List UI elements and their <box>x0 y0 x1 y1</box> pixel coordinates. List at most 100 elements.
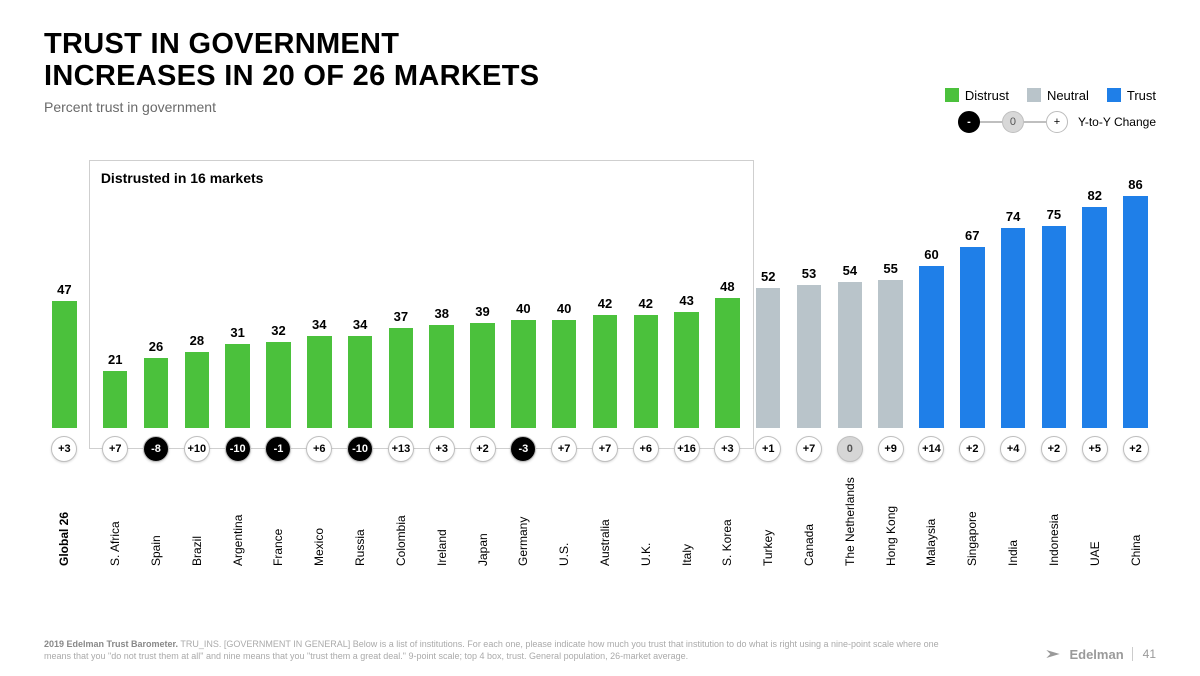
bar-value: 34 <box>307 317 331 332</box>
change-pill: +7 <box>796 436 822 462</box>
change-pill: -1 <box>265 436 291 462</box>
bar: 26 <box>144 358 168 428</box>
legend-neutral: Neutral <box>1027 88 1089 103</box>
change-pill: +2 <box>1123 436 1149 462</box>
chart-column: 75+2Indonesia <box>1034 160 1075 616</box>
bar: 39 <box>470 323 494 428</box>
chart-column: 60+14Malaysia <box>911 160 952 616</box>
brand-name: Edelman <box>1069 647 1123 662</box>
country-label: Russia <box>353 470 367 566</box>
country-label: S. Africa <box>108 470 122 566</box>
chart-column: 34 -10 Russia <box>340 160 381 616</box>
chart-column: 39+2Japan <box>462 160 503 616</box>
bar: 52 <box>756 288 780 428</box>
title-line-2: INCREASES IN 20 OF 26 MARKETS <box>44 60 539 92</box>
country-label: Global 26 <box>57 470 71 566</box>
bar: 28 <box>185 352 209 428</box>
chart-column: 26-8Spain <box>136 160 177 616</box>
bar: 47 <box>52 301 76 428</box>
change-pill: -8 <box>143 436 169 462</box>
bar-value: 52 <box>756 269 780 284</box>
country-label: India <box>1006 470 1020 566</box>
bar: 21 <box>103 371 127 428</box>
bar-value: 40 <box>552 301 576 316</box>
bar-value: 48 <box>715 279 739 294</box>
change-pill: +9 <box>878 436 904 462</box>
bar: 42 <box>634 315 658 428</box>
bar: 40 <box>511 320 535 428</box>
country-label: Singapore <box>965 470 979 566</box>
country-label: China <box>1129 470 1143 566</box>
legend-yoy: - 0 + Y-to-Y Change <box>958 111 1156 133</box>
title-line-1: TRUST IN GOVERNMENT <box>44 28 399 60</box>
change-pill: +6 <box>633 436 659 462</box>
bar: 53 <box>797 285 821 428</box>
change-pill: +7 <box>592 436 618 462</box>
bar-value: 60 <box>919 247 943 262</box>
bar-value: 82 <box>1082 188 1106 203</box>
chart-column: 43 +16 Italy <box>666 160 707 616</box>
bar: 75 <box>1042 226 1066 429</box>
bar-value: 54 <box>838 263 862 278</box>
brand-block: Edelman 41 <box>1045 646 1156 662</box>
country-label: Italy <box>680 470 694 566</box>
bar: 67 <box>960 247 984 428</box>
bar-value: 42 <box>634 296 658 311</box>
chart-column: 40 -3 Germany <box>503 160 544 616</box>
bar-value: 43 <box>674 293 698 308</box>
country-label: Canada <box>802 470 816 566</box>
change-pill: +2 <box>470 436 496 462</box>
change-pill: 0 <box>837 436 863 462</box>
chart-column: 32 -1 France <box>258 160 299 616</box>
footnote: 2019 Edelman Trust Barometer. TRU_INS. [… <box>44 638 964 662</box>
bar: 54 <box>838 282 862 428</box>
bar-value: 67 <box>960 228 984 243</box>
bar-value: 55 <box>878 261 902 276</box>
bar-value: 32 <box>266 323 290 338</box>
change-pill: +4 <box>1000 436 1026 462</box>
bar-value: 31 <box>225 325 249 340</box>
bar-value: 26 <box>144 339 168 354</box>
bar-value: 40 <box>511 301 535 316</box>
change-pill: +2 <box>1041 436 1067 462</box>
slide-footer: 2019 Edelman Trust Barometer. TRU_INS. [… <box>44 638 1156 662</box>
country-label: France <box>271 470 285 566</box>
change-pill: -3 <box>510 436 536 462</box>
chart-column: 86+2China <box>1115 160 1156 616</box>
country-label: Argentina <box>231 470 245 566</box>
bar-value: 21 <box>103 352 127 367</box>
change-pill: +16 <box>674 436 700 462</box>
change-pill: -10 <box>347 436 373 462</box>
bar-value: 37 <box>389 309 413 324</box>
country-label: Australia <box>598 470 612 566</box>
legend-trust: Trust <box>1107 88 1156 103</box>
bar-value: 47 <box>52 282 76 297</box>
bar-value: 38 <box>429 306 453 321</box>
country-label: Brazil <box>190 470 204 566</box>
bar-value: 74 <box>1001 209 1025 224</box>
country-label: Germany <box>516 470 530 566</box>
chart-legend: Distrust Neutral Trust - 0 + Y-to-Y Chan… <box>945 88 1156 133</box>
chart-column: 21+7S. Africa <box>95 160 136 616</box>
bar: 55 <box>878 280 902 429</box>
chart-column: 38+3Ireland <box>421 160 462 616</box>
bar: 60 <box>919 266 943 428</box>
bar: 34 <box>348 336 372 428</box>
chart-column: 40+7U.S. <box>544 160 585 616</box>
bar: 43 <box>674 312 698 428</box>
change-pill: +1 <box>755 436 781 462</box>
country-label: S. Korea <box>720 470 734 566</box>
country-label: The Netherlands <box>843 470 857 566</box>
yoy-zero-icon: 0 <box>1002 111 1024 133</box>
country-label: Mexico <box>312 470 326 566</box>
chart-column: 34+6Mexico <box>299 160 340 616</box>
chart-column: 42+6U.K. <box>625 160 666 616</box>
bar-value: 39 <box>470 304 494 319</box>
chart-column: 52+1Turkey <box>748 160 789 616</box>
change-pill: +3 <box>714 436 740 462</box>
change-pill: +13 <box>388 436 414 462</box>
slide-title: TRUST IN GOVERNMENT INCREASES IN 20 OF 2… <box>44 28 1156 93</box>
change-pill: +7 <box>551 436 577 462</box>
country-label: Ireland <box>435 470 449 566</box>
chart-column: 74 +4 India <box>993 160 1034 616</box>
